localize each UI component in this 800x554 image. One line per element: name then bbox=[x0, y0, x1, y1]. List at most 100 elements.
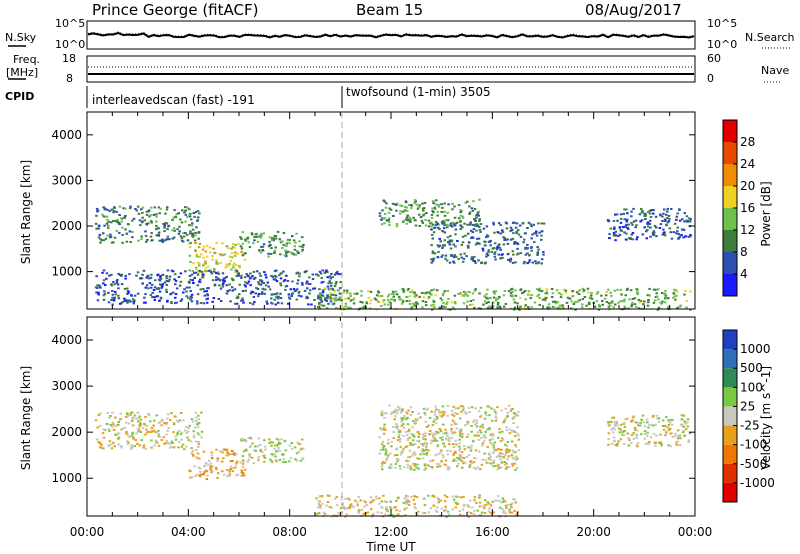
heat-cell bbox=[545, 296, 548, 299]
heat-cell bbox=[165, 440, 168, 443]
heat-cell bbox=[527, 221, 531, 224]
heat-cell bbox=[297, 443, 301, 445]
heat-cell bbox=[688, 432, 692, 435]
heat-cell bbox=[437, 205, 441, 208]
heat-cell bbox=[493, 242, 497, 245]
heat-cell bbox=[160, 439, 163, 441]
heat-cell bbox=[195, 456, 198, 459]
heat-cell bbox=[192, 262, 195, 265]
heat-cell bbox=[329, 277, 332, 280]
heat-cell bbox=[436, 445, 439, 448]
heat-cell bbox=[198, 474, 202, 477]
heat-cell bbox=[639, 300, 643, 303]
heat-cell bbox=[639, 421, 643, 424]
heat-cell bbox=[294, 289, 298, 292]
heat-cell bbox=[384, 206, 388, 209]
cbar-swatch bbox=[723, 186, 737, 208]
heat-cell bbox=[155, 441, 158, 444]
heat-cell bbox=[576, 300, 580, 303]
heat-cell bbox=[413, 304, 416, 307]
heat-cell bbox=[614, 234, 618, 237]
heat-cell bbox=[268, 438, 271, 441]
heat-cell bbox=[442, 305, 445, 308]
heat-cell bbox=[246, 238, 249, 241]
heat-cell bbox=[468, 211, 472, 214]
heat-cell bbox=[441, 230, 444, 233]
heat-cell bbox=[616, 288, 619, 291]
heat-cell bbox=[581, 287, 585, 290]
heat-cell bbox=[323, 272, 327, 274]
heat-cell bbox=[189, 440, 193, 443]
heat-cell bbox=[666, 210, 669, 213]
heat-cell bbox=[633, 427, 637, 429]
heat-cell bbox=[444, 463, 447, 466]
heat-cell bbox=[640, 419, 643, 421]
heat-cell bbox=[273, 235, 276, 238]
heat-cell bbox=[301, 282, 304, 284]
heat-cell bbox=[494, 449, 497, 452]
heat-cell bbox=[667, 444, 670, 447]
heat-cell bbox=[391, 514, 395, 517]
heat-cell bbox=[375, 497, 378, 500]
heat-cell bbox=[96, 209, 100, 212]
heat-cell bbox=[178, 284, 182, 287]
heat-cell bbox=[675, 441, 678, 443]
heat-cell bbox=[234, 474, 238, 477]
heat-cell bbox=[500, 461, 504, 464]
heat-cell bbox=[574, 301, 578, 304]
heat-cell bbox=[659, 223, 663, 226]
heat-cell bbox=[149, 276, 153, 279]
heat-cell bbox=[193, 271, 196, 274]
heat-cell bbox=[285, 274, 288, 277]
heat-cell bbox=[537, 293, 541, 296]
heat-cell bbox=[254, 292, 257, 295]
heat-cell bbox=[560, 293, 563, 296]
heat-cell bbox=[683, 236, 686, 239]
heat-cell bbox=[191, 476, 194, 479]
heat-cell bbox=[428, 433, 431, 436]
heat-cell bbox=[469, 303, 472, 306]
heat-cell bbox=[243, 438, 246, 441]
heat-cell bbox=[221, 470, 224, 473]
heat-cell bbox=[461, 235, 465, 238]
heat-cell bbox=[366, 511, 370, 514]
heat-cell bbox=[166, 269, 170, 272]
heat-cell bbox=[198, 212, 201, 215]
heat-cell bbox=[494, 251, 497, 254]
heat-cell bbox=[389, 500, 392, 503]
heat-cell bbox=[503, 239, 506, 241]
heat-cell bbox=[145, 424, 149, 427]
heat-cell bbox=[102, 428, 105, 431]
heat-cell bbox=[396, 439, 400, 441]
heat-cell bbox=[678, 305, 681, 308]
heat-cell bbox=[188, 269, 191, 272]
heat-cell bbox=[180, 431, 184, 434]
heat-cell bbox=[682, 425, 685, 428]
heat-cell bbox=[430, 233, 434, 236]
heat-cell bbox=[158, 436, 162, 438]
heat-cell bbox=[140, 235, 143, 238]
heat-cell bbox=[624, 418, 627, 421]
cbar-swatch bbox=[723, 120, 737, 142]
heat-cell bbox=[315, 497, 318, 500]
heat-cell bbox=[400, 204, 404, 207]
heat-cell bbox=[661, 425, 665, 427]
heat-cell bbox=[452, 498, 456, 501]
heat-cell bbox=[319, 303, 322, 306]
heat-cell bbox=[241, 465, 245, 468]
heat-cell bbox=[456, 412, 459, 415]
heat-cell bbox=[648, 294, 651, 297]
heat-cell bbox=[470, 444, 473, 447]
heat-cell bbox=[192, 454, 195, 457]
heat-cell bbox=[607, 443, 610, 446]
heat-cell bbox=[516, 243, 520, 246]
heat-cell bbox=[231, 467, 235, 470]
heat-cell bbox=[323, 287, 326, 290]
heat-cell bbox=[293, 248, 297, 251]
heat-cell bbox=[511, 462, 514, 465]
heat-cell bbox=[193, 215, 196, 218]
heat-cell bbox=[662, 419, 665, 422]
heat-cell bbox=[632, 416, 635, 419]
